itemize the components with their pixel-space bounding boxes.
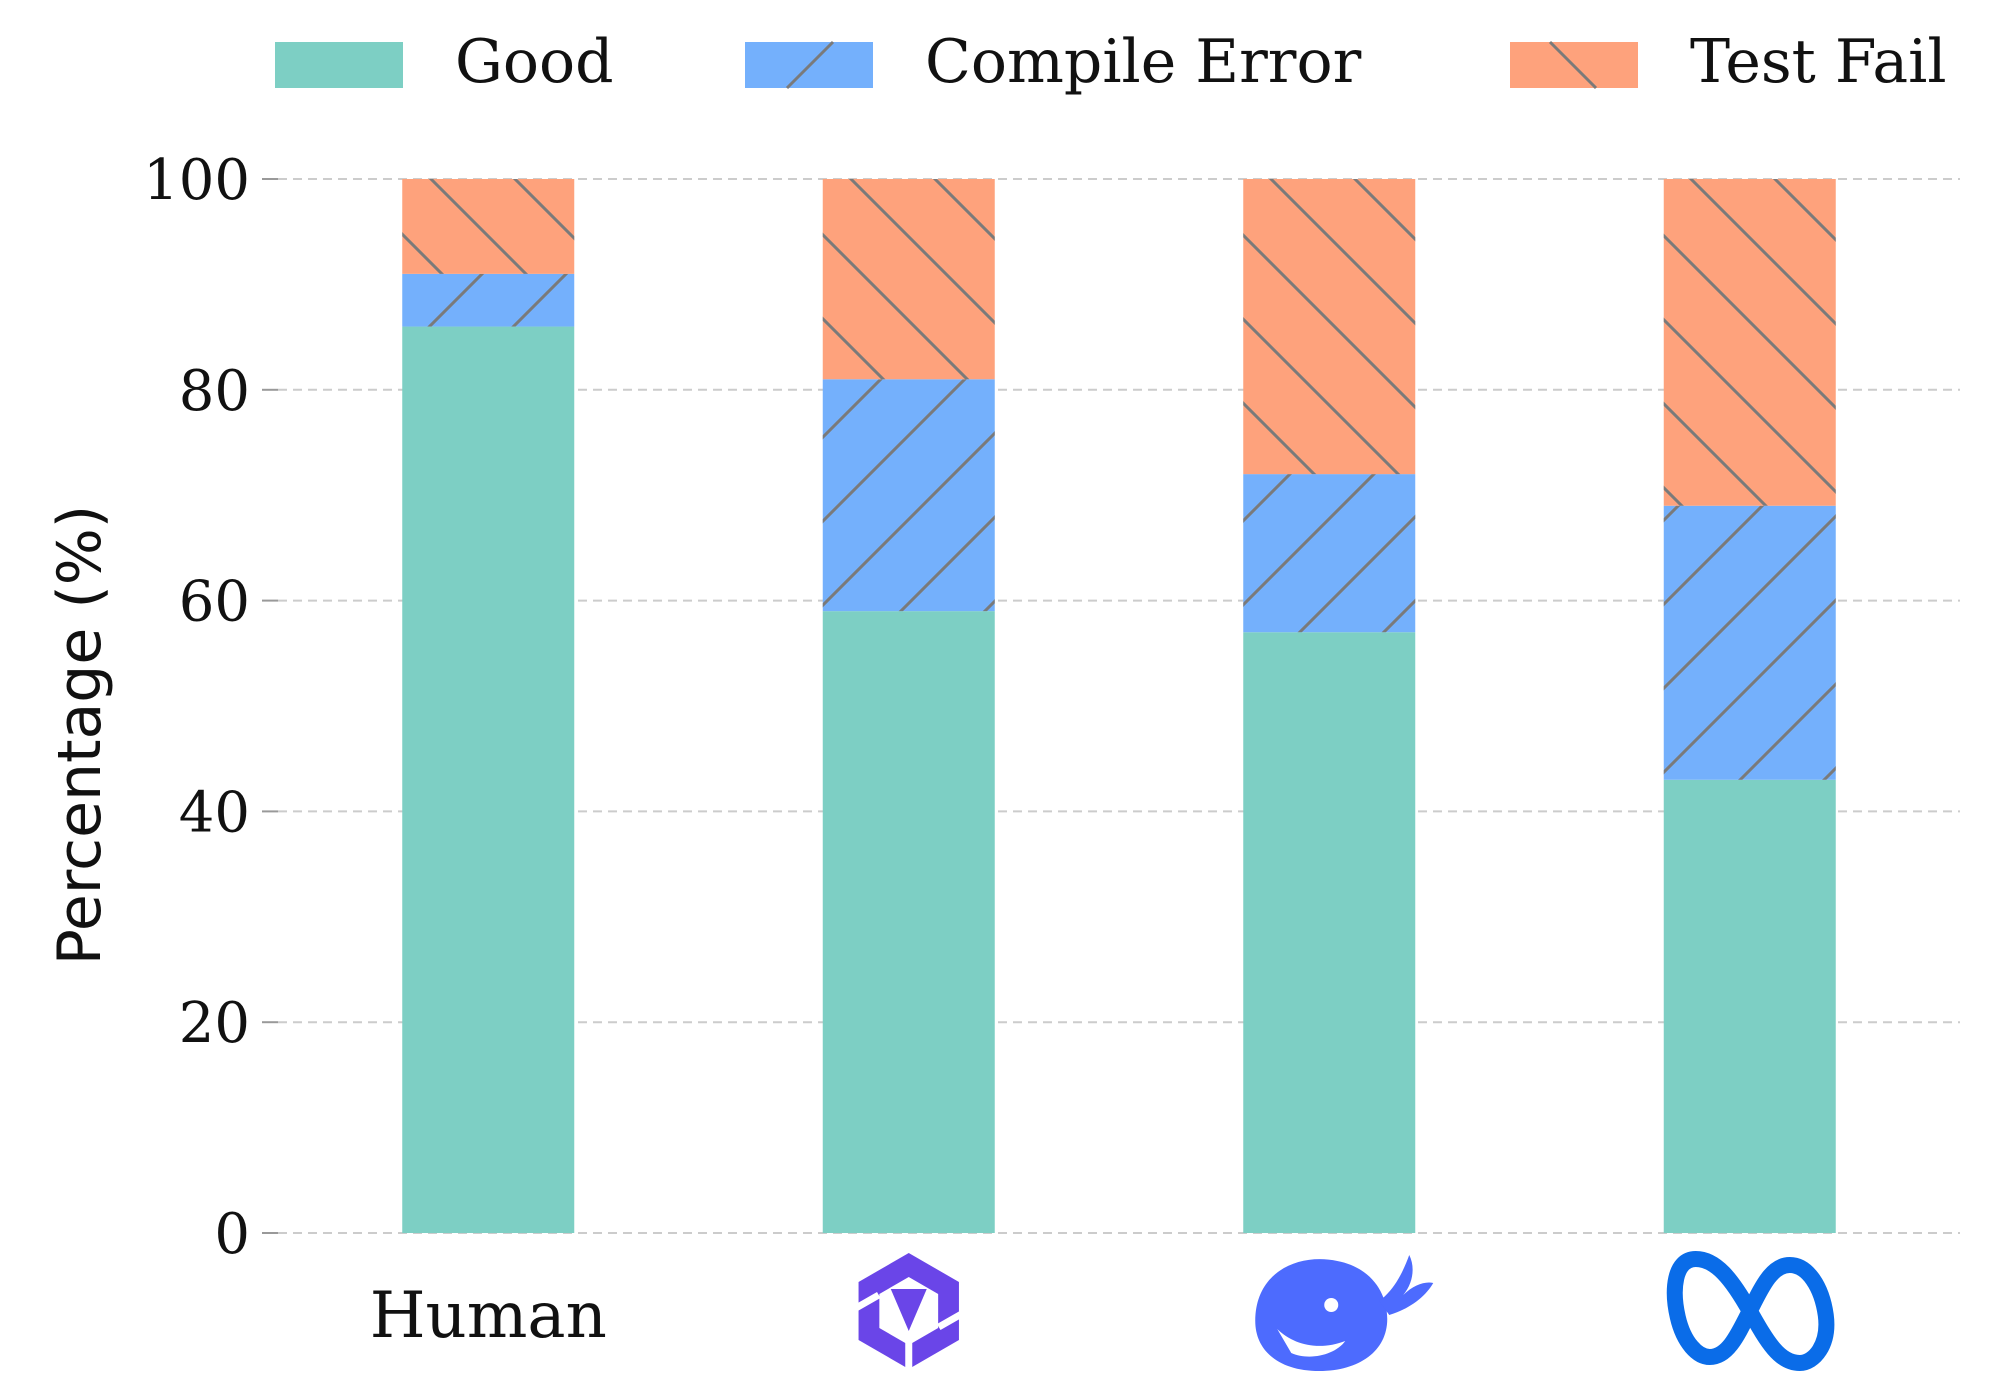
legend-swatch-test-fail-hatch: [1548, 40, 1598, 90]
legend-label: Test Fail: [1690, 27, 1947, 97]
legend-swatch-compile-error-hatch: [785, 40, 835, 90]
y-tick-label: 0: [214, 1202, 250, 1267]
bar-test-fail-hatch: [822, 179, 995, 380]
y-axis-label: Percentage (%): [45, 505, 115, 965]
legend-swatch-good: [275, 42, 403, 88]
bar-good: [1663, 779, 1836, 1233]
bar-compile-error-hatch: [1243, 474, 1416, 633]
y-axis: 0 20 40 60 80 100: [143, 148, 278, 1267]
meta-icon: [1666, 1251, 1835, 1371]
bar-compile-error-hatch: [402, 273, 575, 327]
legend: Good Compile Error Test Fail: [275, 27, 1947, 97]
bar-test-fail-hatch: [402, 179, 575, 274]
y-tick-label: 20: [179, 991, 250, 1056]
bar-test-fail-hatch: [1243, 179, 1416, 475]
bar-good: [402, 326, 575, 1233]
bar-compile-error-hatch: [1663, 505, 1836, 780]
bars: [402, 179, 1836, 1233]
y-tick-label: 60: [179, 570, 250, 635]
bar-good: [1243, 632, 1416, 1233]
x-axis: Human: [370, 1251, 1835, 1371]
bar-test-fail-hatch: [1663, 179, 1836, 506]
y-tick-label: 80: [179, 359, 250, 424]
bar-compile-error-hatch: [822, 379, 995, 612]
y-tick-label: 100: [143, 148, 250, 213]
legend-label: Good: [455, 27, 614, 97]
bar-good: [822, 611, 995, 1233]
qwen-icon: [849, 1253, 969, 1369]
x-tick-label: Human: [370, 1279, 607, 1353]
deepseek-icon: [1255, 1255, 1434, 1371]
y-tick-label: 40: [179, 780, 250, 845]
legend-label: Compile Error: [925, 27, 1362, 97]
